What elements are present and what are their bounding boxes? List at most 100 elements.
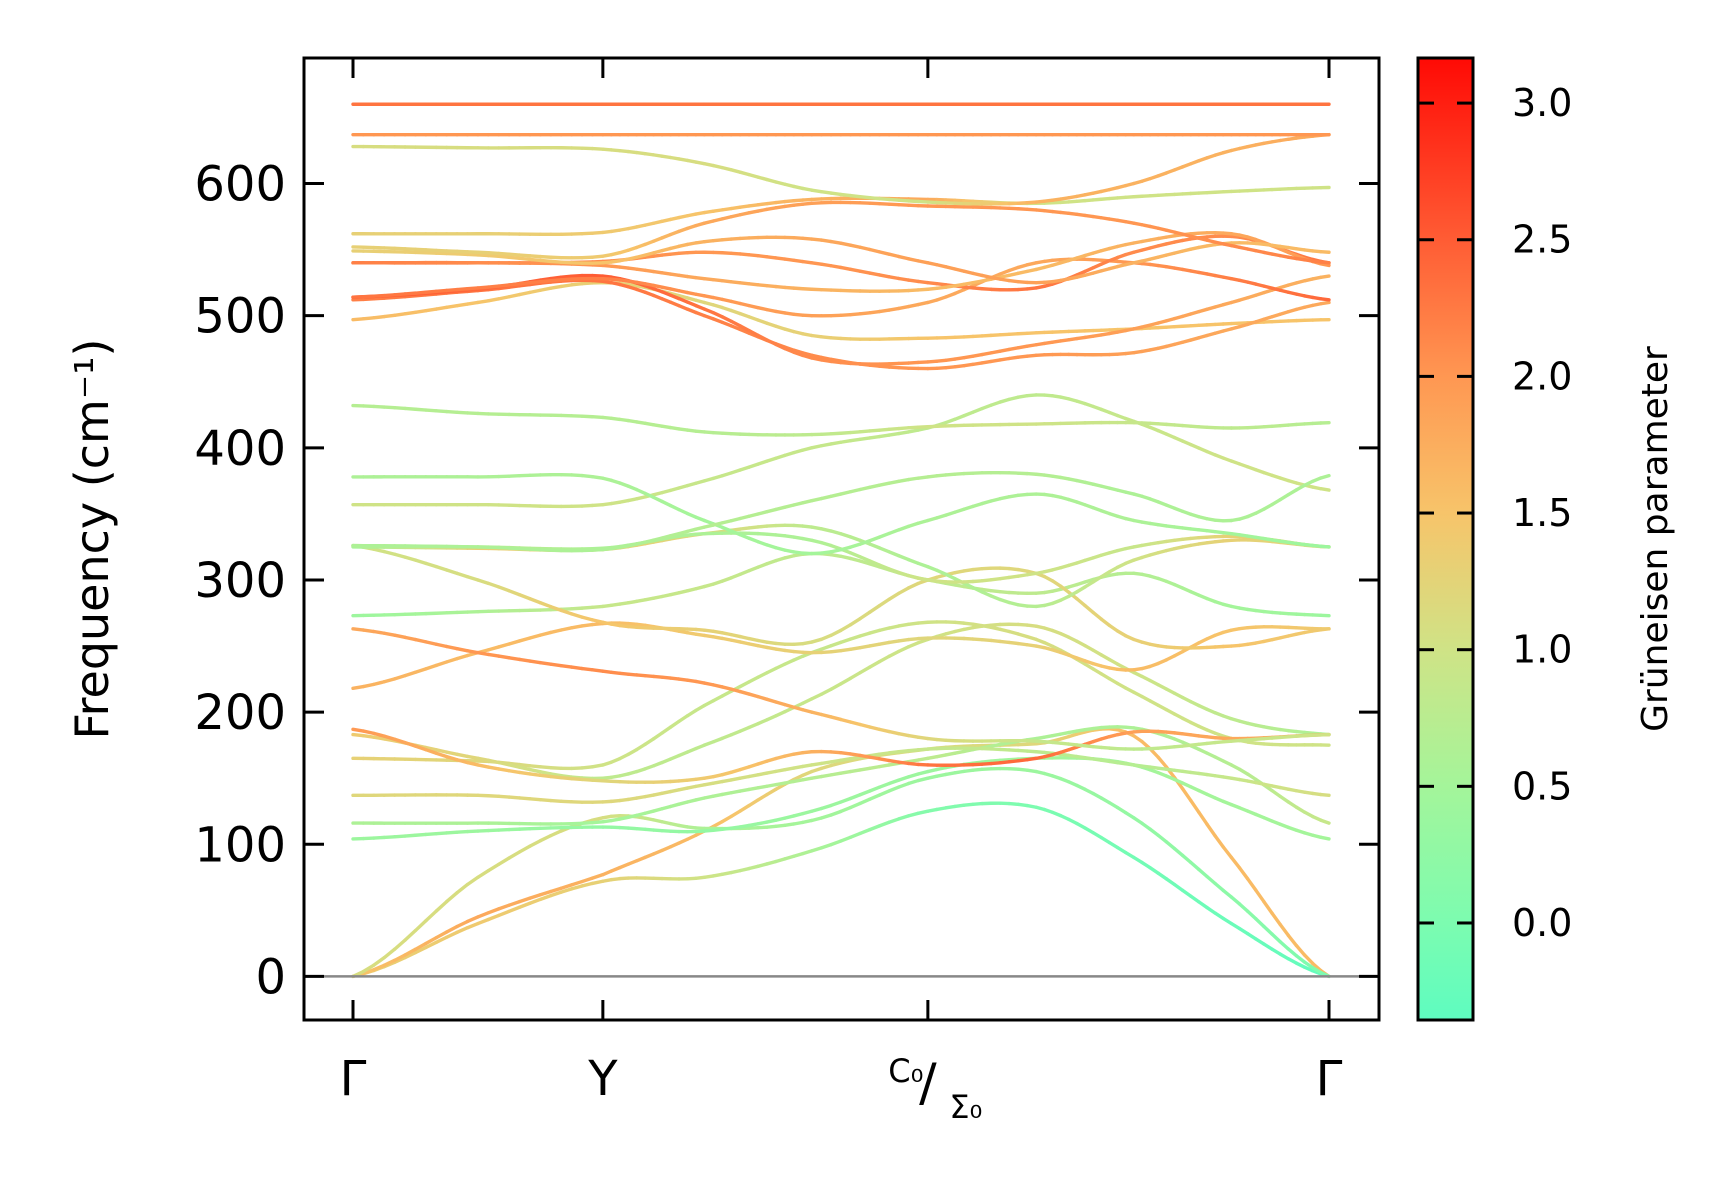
band-segment bbox=[528, 597, 543, 605]
band-segment bbox=[424, 289, 438, 294]
band-segment bbox=[528, 254, 543, 259]
band-segment bbox=[1319, 250, 1331, 254]
band-segment bbox=[580, 503, 595, 508]
band-segment bbox=[747, 798, 760, 808]
band-segment bbox=[528, 767, 543, 774]
band-segment bbox=[1180, 787, 1193, 803]
band-segment bbox=[507, 546, 522, 551]
band-segment bbox=[476, 253, 491, 258]
band-segment bbox=[1270, 911, 1282, 927]
band-segment bbox=[507, 850, 522, 860]
band-segment bbox=[372, 680, 386, 687]
band-segment bbox=[848, 551, 862, 559]
band-segment bbox=[403, 291, 418, 296]
band-segment bbox=[887, 591, 901, 601]
band-segment bbox=[868, 603, 882, 614]
band-segment bbox=[372, 629, 386, 635]
band-segment bbox=[1156, 833, 1169, 844]
band-segment bbox=[403, 555, 418, 562]
band-segment bbox=[1205, 822, 1217, 838]
band-segment bbox=[476, 299, 491, 305]
band-segment bbox=[590, 879, 605, 886]
band-line bbox=[351, 185, 1331, 237]
band-segment bbox=[361, 963, 376, 974]
band-segment bbox=[538, 601, 553, 609]
band-segment bbox=[476, 869, 491, 879]
band-segment bbox=[455, 410, 470, 415]
band-segment bbox=[877, 546, 891, 554]
y-tick-label: 0 bbox=[255, 949, 286, 1005]
band-segment bbox=[1262, 924, 1274, 936]
band-segment bbox=[549, 886, 563, 894]
band-line bbox=[351, 393, 1331, 509]
band-segment bbox=[1294, 943, 1307, 957]
band-segment bbox=[403, 670, 418, 678]
band-segment bbox=[590, 621, 605, 627]
band-segment bbox=[590, 816, 605, 822]
band-segment bbox=[382, 958, 397, 968]
band-segment bbox=[906, 557, 920, 565]
band-segment bbox=[434, 288, 449, 294]
band-segment bbox=[868, 824, 882, 832]
band-segment bbox=[351, 627, 366, 632]
band-segment bbox=[497, 545, 511, 550]
band-segment bbox=[403, 740, 418, 748]
band-segment bbox=[444, 656, 459, 664]
band-segment bbox=[444, 830, 459, 835]
band-segment bbox=[403, 635, 418, 642]
band-segment bbox=[497, 295, 511, 301]
band-segment bbox=[392, 552, 407, 559]
band-segment bbox=[590, 604, 605, 610]
x-tick-label: Γ bbox=[1316, 1051, 1343, 1107]
band-segment bbox=[424, 561, 438, 569]
band-segment bbox=[549, 604, 563, 613]
band-segment bbox=[476, 911, 491, 919]
band-segment bbox=[497, 251, 511, 256]
band-segment bbox=[580, 777, 595, 782]
band-segment bbox=[382, 405, 397, 410]
band-segment bbox=[517, 762, 532, 768]
band-segment bbox=[486, 765, 501, 771]
band-segment bbox=[569, 273, 584, 278]
band-segment bbox=[465, 921, 480, 930]
band-segment bbox=[497, 254, 511, 259]
band-segment bbox=[372, 835, 386, 840]
band-segment bbox=[403, 294, 418, 299]
band-segment bbox=[424, 745, 438, 752]
band-segment bbox=[372, 731, 386, 738]
band-segment bbox=[444, 754, 459, 762]
band-segment bbox=[528, 279, 543, 285]
band-segment bbox=[549, 772, 563, 778]
band-line bbox=[351, 766, 1331, 979]
y-axis-label: Frequency (cm⁻¹) bbox=[65, 339, 119, 740]
band-segment bbox=[455, 752, 470, 759]
band-segment bbox=[590, 763, 605, 769]
band-segment bbox=[486, 297, 501, 303]
band-line bbox=[351, 403, 1331, 437]
band-line bbox=[351, 132, 1331, 206]
band-segment bbox=[538, 286, 553, 292]
band-segment bbox=[392, 673, 407, 681]
band-segment bbox=[403, 833, 418, 838]
band-segment bbox=[848, 535, 862, 543]
band-segment bbox=[877, 654, 891, 664]
band-segment bbox=[1302, 953, 1315, 966]
band-segment bbox=[486, 907, 501, 915]
band-segment bbox=[569, 624, 584, 630]
band-segment bbox=[413, 290, 428, 295]
band-segment bbox=[434, 930, 449, 940]
band-segment bbox=[465, 760, 480, 767]
band-segment bbox=[392, 406, 407, 411]
band-segment bbox=[651, 731, 664, 741]
band-segment bbox=[829, 640, 843, 648]
band-segment bbox=[1262, 900, 1274, 915]
colorbar-tick-label: 1.5 bbox=[1512, 491, 1572, 535]
band-segment bbox=[868, 659, 882, 669]
colorbar-tick-label: 0.5 bbox=[1512, 764, 1572, 808]
band-segment bbox=[455, 653, 470, 661]
band-segment bbox=[887, 817, 901, 824]
band-segment bbox=[507, 292, 522, 299]
band-segment bbox=[887, 785, 901, 793]
band-segment bbox=[372, 547, 386, 554]
band-segment bbox=[361, 836, 376, 841]
